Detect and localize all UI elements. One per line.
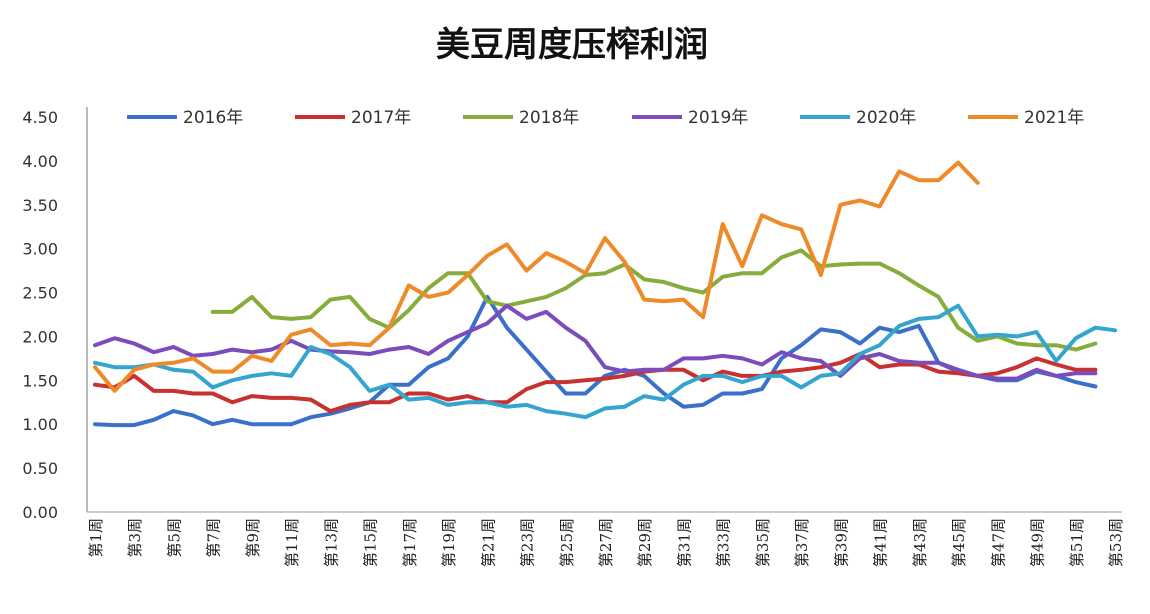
x-tick-label: 第3周 [126,518,144,558]
x-tick-label: 第15周 [362,518,380,567]
legend-item: 2016年 [127,108,243,128]
x-tick-label: 第41周 [872,518,890,567]
x-tick-label: 第45周 [950,518,968,567]
chart-title: 美豆周度压榨利润 [436,25,708,65]
x-tick-label: 第7周 [205,518,223,558]
legend-label: 2018年 [519,108,579,128]
series-lines [93,160,1117,428]
x-tick-label: 第19周 [440,518,458,567]
y-tick-label: 1.00 [22,415,58,434]
x-tick-label: 第33周 [715,518,733,567]
y-tick-label: 1.50 [22,371,58,390]
legend-label: 2019年 [688,108,748,128]
y-tick-label: 2.50 [22,284,58,303]
x-tick-label: 第53周 [1107,518,1125,567]
series-line-2020 [93,303,1117,420]
x-tick-label: 第13周 [322,518,340,567]
x-tick-label: 第5周 [165,518,183,558]
y-tick-label: 4.50 [22,108,58,127]
x-tick-label: 第1周 [87,518,105,558]
y-tick-label: 3.00 [22,240,58,259]
x-tick-label: 第51周 [1068,518,1086,567]
legend-label: 2020年 [856,108,916,128]
x-tick-label: 第29周 [636,518,654,567]
y-tick-label: 0.50 [22,459,58,478]
x-tick-label: 第35周 [754,518,772,567]
x-tick-label: 第11周 [283,518,301,567]
x-tick-label: 第9周 [244,518,262,558]
y-tick-label: 2.00 [22,327,58,346]
series-line-2019 [93,303,1098,381]
legend-item: 2020年 [800,108,916,128]
y-tick-label: 4.00 [22,152,58,171]
y-axis: 0.00 0.50 1.00 1.50 2.00 2.50 3.00 3.50 4.00 4.50 [22,107,1122,522]
series-line-2017 [93,352,1098,414]
x-tick-label: 第47周 [989,518,1007,567]
x-tick-label: 第43周 [911,518,929,567]
legend-item: 2021年 [968,108,1084,128]
legend-item: 2019年 [632,108,748,128]
legend-label: 2017年 [351,108,411,128]
x-tick-label: 第17周 [401,518,419,567]
x-tick-label: 第21周 [479,518,497,567]
series-line-2021 [93,160,980,393]
x-axis: 第1周 第3周 第5周 第7周 第9周 第11周 第13周 第15周 第17周 第19周 第21周 第… [87,518,1125,567]
legend-label: 2016年 [183,108,243,128]
x-tick-label: 第23周 [519,518,537,567]
legend: 2016年 2017年 2018年 2019年 2020年 2021年 [127,108,1084,128]
legend-item: 2018年 [463,108,579,128]
legend-label: 2021年 [1024,108,1084,128]
x-tick-label: 第49周 [1029,518,1047,567]
series-line-2016 [93,294,1098,428]
x-tick-label: 第25周 [558,518,576,567]
x-tick-label: 第31周 [675,518,693,567]
y-tick-label: 3.50 [22,196,58,215]
x-tick-label: 第39周 [832,518,850,567]
x-tick-label: 第27周 [597,518,615,567]
x-tick-label: 第37周 [793,518,811,567]
y-tick-label: 0.00 [22,503,58,522]
legend-item: 2017年 [295,108,411,128]
